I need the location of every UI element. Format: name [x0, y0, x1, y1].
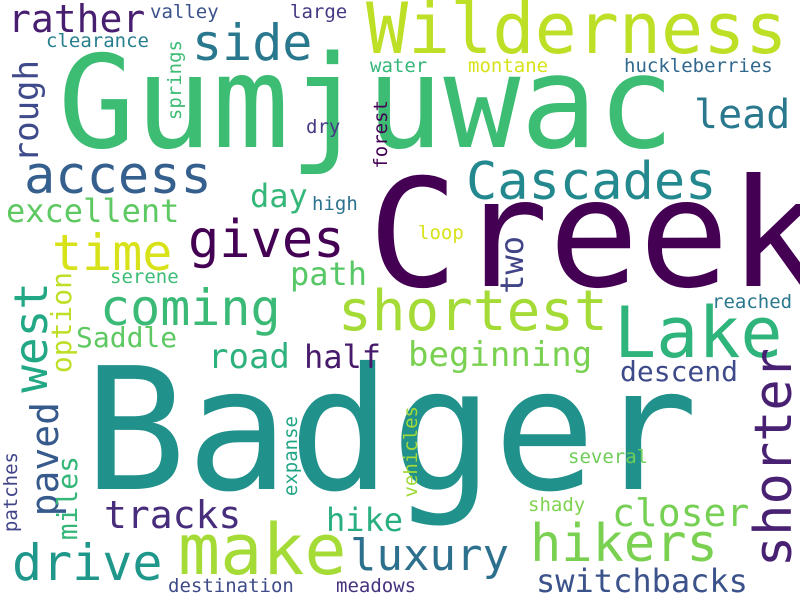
word-two: two — [493, 236, 531, 294]
word-road: road — [208, 337, 290, 377]
word-time: time — [52, 224, 173, 282]
word-clearance: clearance — [46, 30, 149, 52]
word-valley: valley — [150, 1, 219, 23]
word-creek: Creek — [368, 148, 800, 322]
word-vehicles: vehicles — [400, 406, 422, 498]
word-closer: closer — [612, 491, 750, 535]
word-hikers: hikers — [530, 514, 718, 574]
word-reached: reached — [712, 291, 793, 313]
word-expanse: expanse — [280, 416, 302, 497]
word-huckleberries: huckleberries — [624, 55, 773, 77]
word-make: make — [178, 509, 347, 591]
word-loop: loop — [418, 222, 464, 244]
word-high: high — [312, 193, 358, 215]
word-lead: lead — [694, 92, 791, 138]
word-large: large — [290, 1, 348, 23]
word-half: half — [304, 338, 382, 376]
word-tracks: tracks — [104, 493, 242, 537]
word-wilderness: Wilderness — [366, 0, 788, 70]
word-montane: montane — [468, 55, 549, 77]
word-serene: serene — [110, 266, 179, 288]
word-lake: Lake — [614, 292, 783, 374]
word-springs: springs — [164, 40, 186, 121]
word-gumjuwac: Gumjuwac — [58, 29, 675, 178]
word-miles: miles — [51, 456, 84, 541]
word-day: day — [250, 177, 308, 215]
word-side: side — [192, 14, 313, 72]
word-rather: rather — [8, 0, 146, 41]
word-hike: hike — [326, 501, 404, 539]
word-coming: coming — [100, 279, 281, 337]
word-water: water — [370, 55, 428, 77]
word-descend: descend — [620, 355, 739, 388]
word-badger: Badger — [84, 332, 699, 530]
word-beginning: beginning — [408, 335, 593, 375]
word-shady: shady — [528, 494, 586, 516]
word-several: several — [568, 446, 649, 468]
word-access: access — [24, 146, 212, 206]
word-forest: forest — [370, 100, 392, 169]
word-drive: drive — [12, 534, 163, 592]
word-shorter: shorter — [744, 348, 800, 568]
word-luxury: luxury — [350, 530, 509, 581]
word-patches: patches — [0, 452, 22, 533]
word-excellent: excellent — [6, 192, 180, 230]
word-cascades: Cascades — [466, 152, 717, 212]
word-gives: gives — [188, 210, 345, 270]
word-path: path — [290, 255, 368, 293]
word-shortest: shortest — [338, 279, 608, 344]
word-option: option — [45, 272, 78, 374]
word-switchbacks: switchbacks — [536, 562, 748, 600]
word-meadows: meadows — [336, 575, 417, 597]
word-saddle: Saddle — [76, 321, 178, 354]
word-dry: dry — [306, 116, 341, 138]
word-destination: destination — [168, 575, 294, 597]
word-rough: rough — [7, 60, 47, 163]
